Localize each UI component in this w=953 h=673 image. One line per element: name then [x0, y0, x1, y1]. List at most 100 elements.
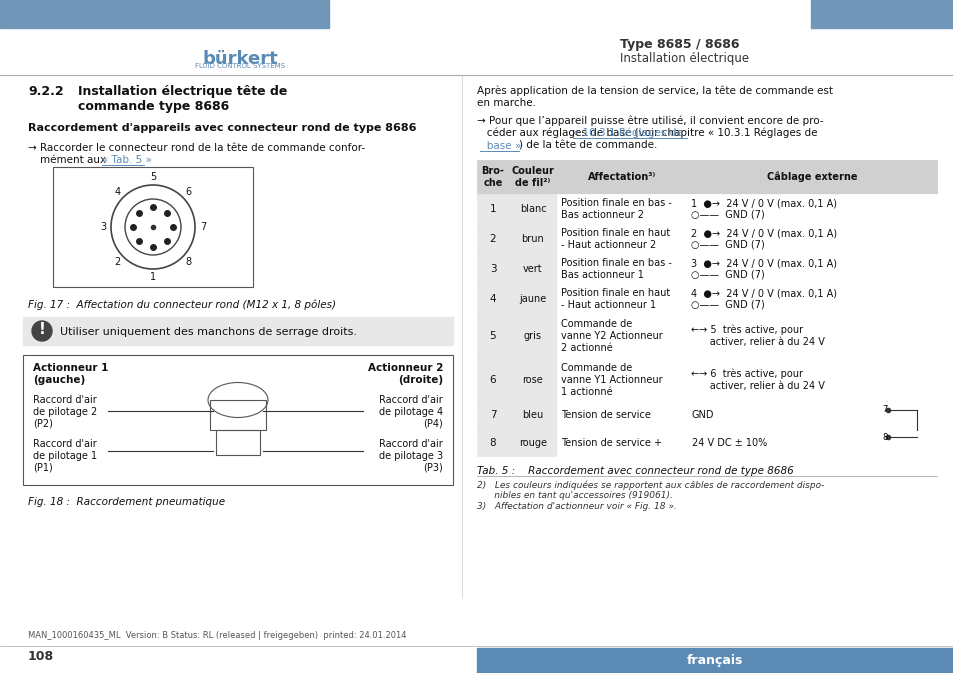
Text: nibles en tant qu'accessoires (919061).: nibles en tant qu'accessoires (919061).	[476, 491, 672, 500]
Text: 7: 7	[882, 406, 886, 415]
Text: vert: vert	[522, 264, 542, 274]
Bar	[476, 284, 509, 314]
Text: (droite): (droite)	[397, 375, 442, 385]
Text: 8: 8	[185, 257, 192, 267]
Text: Position finale en bas -
Bas actionneur 1: Position finale en bas - Bas actionneur …	[560, 258, 671, 280]
Bar	[53, 167, 253, 287]
Text: Raccord d'air: Raccord d'air	[33, 395, 96, 405]
Text: rose: rose	[522, 375, 543, 385]
Text: commande type 8686: commande type 8686	[78, 100, 229, 113]
Bar	[509, 160, 557, 194]
Text: français: français	[686, 654, 742, 667]
Text: Position finale en bas -
Bas actionneur 2: Position finale en bas - Bas actionneur …	[560, 199, 671, 220]
Text: Type 8685 / 8686: Type 8685 / 8686	[619, 38, 739, 51]
Circle shape	[32, 321, 52, 341]
Text: 2: 2	[114, 257, 121, 267]
Bar	[686, 358, 936, 402]
Text: Actionneur 2: Actionneur 2	[367, 363, 442, 373]
Text: → Pour que l’appareil puisse être utilisé, il convient encore de pro-: → Pour que l’appareil puisse être utilis…	[476, 115, 822, 125]
Text: céder aux réglages de base (voir chapitre « 10.3.1 Réglages de: céder aux réglages de base (voir chapitr…	[476, 128, 817, 139]
Text: 5: 5	[150, 172, 156, 182]
Text: Commande de
vanne Y2 Actionneur
2 actionné: Commande de vanne Y2 Actionneur 2 action…	[560, 320, 662, 353]
Text: Fig. 17 :  Affectation du connecteur rond (M12 x 1, 8 pôles): Fig. 17 : Affectation du connecteur rond…	[28, 299, 335, 310]
Text: Fig. 18 :  Raccordement pneumatique: Fig. 18 : Raccordement pneumatique	[28, 497, 225, 507]
Text: 1: 1	[150, 272, 156, 282]
Text: !: !	[38, 322, 46, 337]
Bar	[0, 0, 329, 28]
Bar	[509, 254, 557, 284]
Bar	[557, 254, 686, 284]
Text: (gauche): (gauche)	[33, 375, 85, 385]
Text: Raccord d'air: Raccord d'air	[379, 439, 442, 449]
Bar	[476, 160, 509, 194]
Bar	[557, 358, 686, 402]
Bar	[557, 160, 686, 194]
Text: gris: gris	[523, 331, 541, 341]
Text: 2: 2	[489, 234, 496, 244]
Bar	[509, 314, 557, 358]
Text: (P4): (P4)	[423, 419, 442, 429]
Text: Utiliser uniquement des manchons de serrage droits.: Utiliser uniquement des manchons de serr…	[60, 327, 356, 337]
Bar	[215, 430, 260, 455]
Text: Couleur
de fil²⁾: Couleur de fil²⁾	[511, 166, 554, 188]
Bar	[476, 254, 509, 284]
Bar	[686, 194, 936, 224]
Bar	[686, 314, 936, 358]
Bar	[686, 254, 936, 284]
Bar	[23, 317, 453, 345]
Text: Tension de service: Tension de service	[560, 411, 650, 421]
Text: Commande de
vanne Y1 Actionneur
1 actionné: Commande de vanne Y1 Actionneur 1 action…	[560, 363, 662, 396]
Text: de pilotage 4: de pilotage 4	[378, 407, 442, 417]
Bar	[509, 429, 557, 456]
Text: Après application de la tension de service, la tête de commande est: Après application de la tension de servi…	[476, 85, 832, 96]
Text: de pilotage 2: de pilotage 2	[33, 407, 97, 417]
Text: ) de la tête de commande.: ) de la tête de commande.	[518, 141, 657, 151]
Text: blanc: blanc	[519, 204, 546, 214]
Text: jaune: jaune	[518, 294, 546, 304]
Text: Actionneur 1: Actionneur 1	[33, 363, 109, 373]
Bar	[476, 648, 953, 673]
Text: 8: 8	[489, 437, 496, 448]
Text: 9.2.2: 9.2.2	[28, 85, 64, 98]
Text: 3  ●→  24 V / 0 V (max. 0,1 A)
○——  GND (7): 3 ●→ 24 V / 0 V (max. 0,1 A) ○—— GND (7)	[690, 258, 836, 280]
Bar	[210, 400, 266, 430]
Text: bürkert: bürkert	[202, 50, 277, 68]
Text: « 10.3.1 Réglages de: « 10.3.1 Réglages de	[573, 128, 682, 139]
Text: 4  ●→  24 V / 0 V (max. 0,1 A)
○——  GND (7): 4 ●→ 24 V / 0 V (max. 0,1 A) ○—— GND (7)	[690, 288, 836, 310]
Bar	[810, 0, 953, 28]
Text: de pilotage 1: de pilotage 1	[33, 451, 97, 461]
Bar	[686, 402, 936, 429]
Bar	[476, 194, 509, 224]
Text: Installation électrique tête de: Installation électrique tête de	[78, 85, 287, 98]
Bar	[509, 402, 557, 429]
Bar	[686, 224, 936, 254]
Text: bleu: bleu	[522, 411, 543, 421]
Bar	[557, 402, 686, 429]
Text: Position finale en haut
- Haut actionneur 1: Position finale en haut - Haut actionneu…	[560, 288, 670, 310]
Text: Raccord d'air: Raccord d'air	[379, 395, 442, 405]
Text: 6: 6	[489, 375, 496, 385]
Text: MAN_1000160435_ML  Version: B Status: RL (released | freigegeben)  printed: 24.0: MAN_1000160435_ML Version: B Status: RL …	[28, 631, 406, 641]
Text: Tension de service +: Tension de service +	[560, 437, 661, 448]
Bar	[557, 224, 686, 254]
Text: Bro-
che: Bro- che	[481, 166, 504, 188]
Text: 4: 4	[489, 294, 496, 304]
Bar	[686, 160, 936, 194]
Bar	[686, 429, 936, 456]
Text: 24 V DC ± 10%: 24 V DC ± 10%	[691, 437, 766, 448]
Text: ←→ 5  très active, pour
      activer, relier à du 24 V: ←→ 5 très active, pour activer, relier à…	[690, 325, 824, 347]
Text: Affectation³⁾: Affectation³⁾	[587, 172, 656, 182]
Text: 108: 108	[28, 649, 54, 662]
Bar	[557, 429, 686, 456]
Text: 3: 3	[100, 222, 106, 232]
Text: Raccord d'air: Raccord d'air	[33, 439, 96, 449]
Text: 2)   Les couleurs indiquées se rapportent aux câbles de raccordement dispo-: 2) Les couleurs indiquées se rapportent …	[476, 480, 823, 489]
Text: Position finale en haut
- Haut actionneur 2: Position finale en haut - Haut actionneu…	[560, 228, 670, 250]
Text: 2  ●→  24 V / 0 V (max. 0,1 A)
○——  GND (7): 2 ●→ 24 V / 0 V (max. 0,1 A) ○—— GND (7)	[690, 228, 836, 250]
Bar	[476, 224, 509, 254]
Text: (P1): (P1)	[33, 463, 52, 473]
Bar	[476, 402, 509, 429]
Text: Raccordement d'appareils avec connecteur rond de type 8686: Raccordement d'appareils avec connecteur…	[28, 123, 416, 133]
Text: 8: 8	[882, 433, 886, 441]
Bar	[23, 355, 453, 485]
